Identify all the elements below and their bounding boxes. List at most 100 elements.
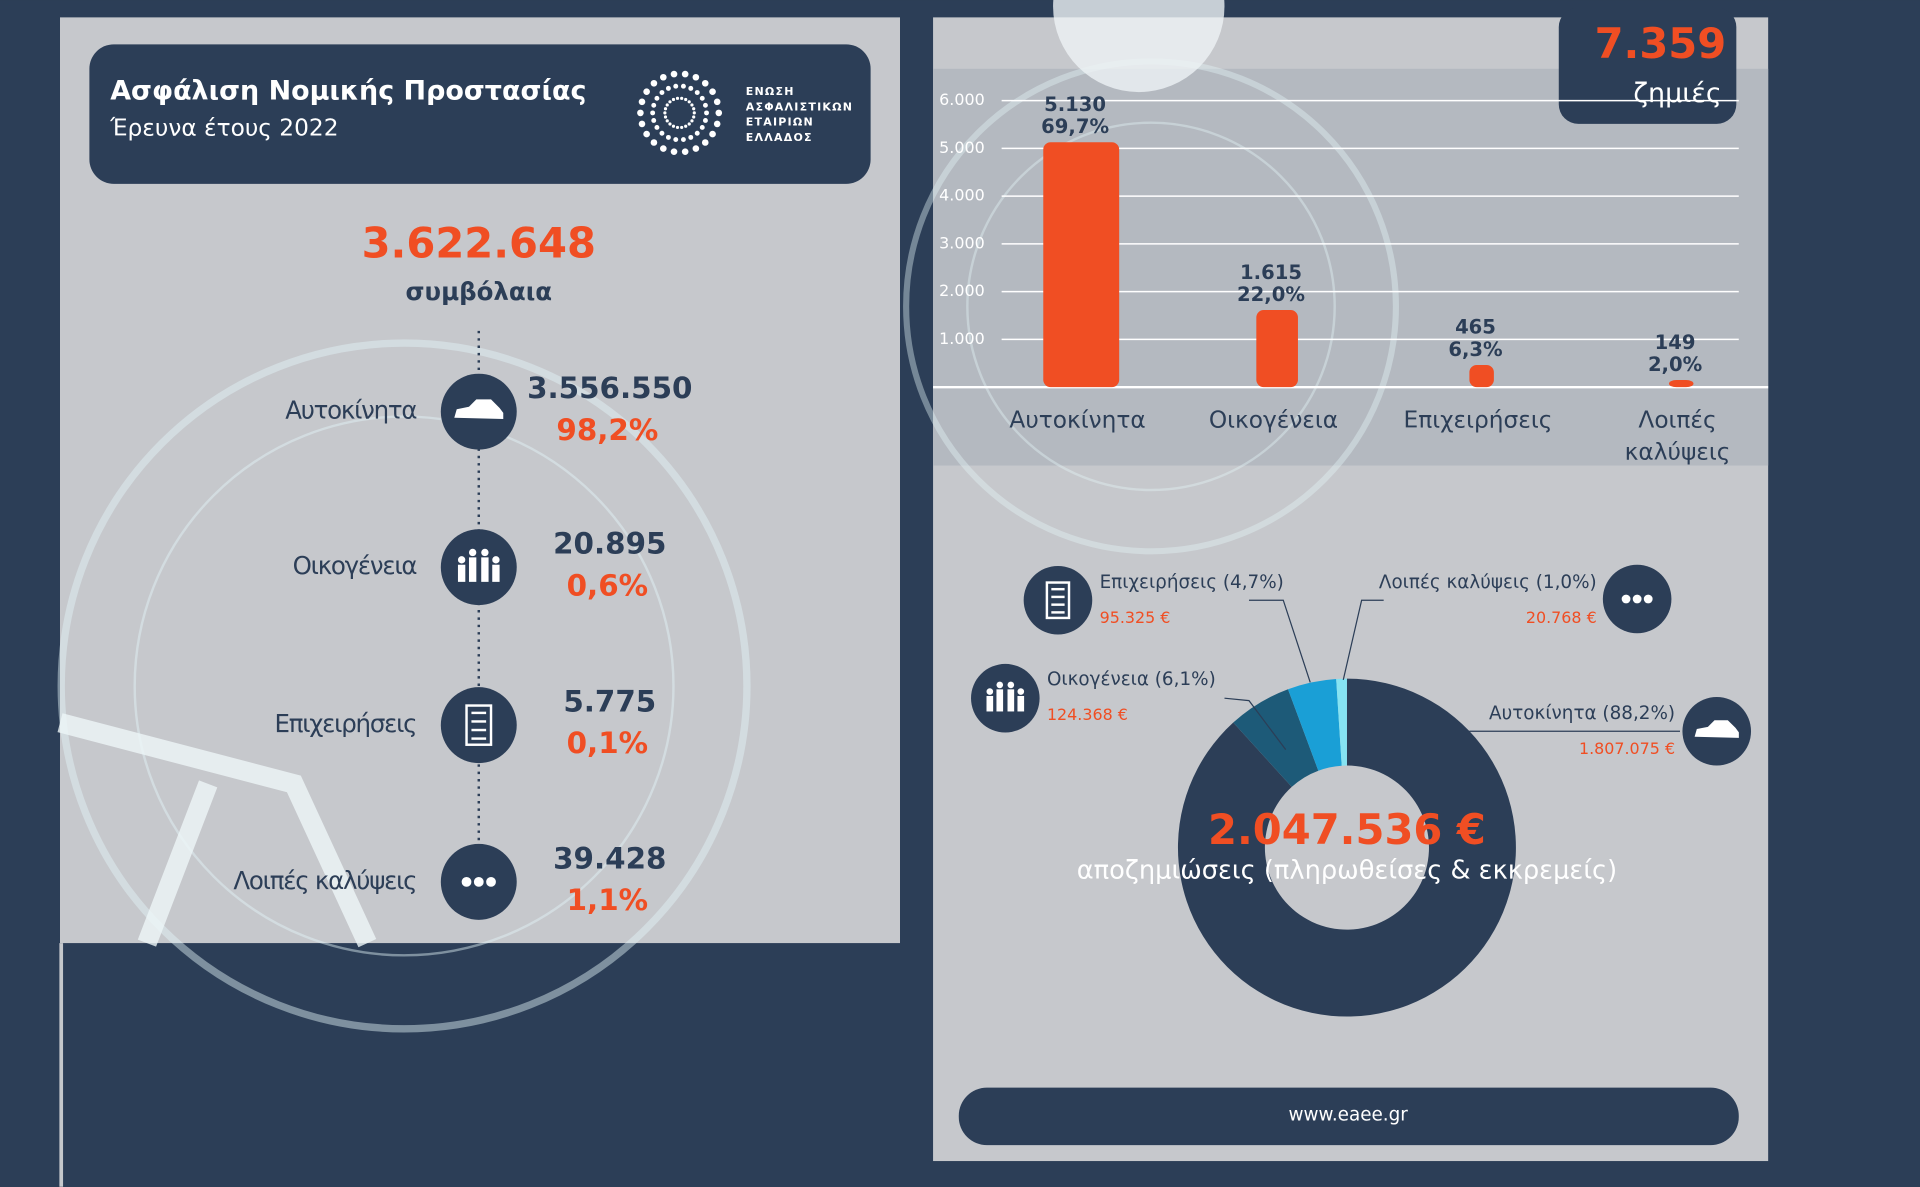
logo-dot	[680, 137, 686, 143]
icon	[1023, 565, 1093, 635]
logo-dot	[670, 70, 678, 78]
dot-icon	[461, 876, 472, 887]
logo-dot	[675, 96, 680, 100]
donut-slice	[1233, 689, 1319, 787]
logo-dot	[699, 95, 705, 101]
logo-dot	[665, 85, 671, 91]
logo-dot	[684, 97, 688, 102]
dot-icon	[473, 876, 484, 887]
icon	[440, 687, 517, 764]
person-head	[986, 688, 994, 695]
person-head	[1017, 688, 1025, 695]
claims-caption: ζημιές	[1633, 78, 1721, 109]
logo-dot	[702, 118, 708, 123]
person-head	[481, 548, 489, 557]
subtitle: Έρευνα έτους 2022	[109, 114, 338, 141]
logo-dot	[654, 95, 660, 101]
decoration	[57, 339, 751, 1033]
logo-dot	[681, 148, 689, 155]
item-value: 39.428	[553, 841, 666, 875]
logo-dot	[668, 122, 672, 126]
dot-icon	[1643, 594, 1653, 604]
logo-dot	[688, 85, 694, 91]
logo-dot	[665, 134, 671, 140]
logo-dot	[643, 130, 650, 138]
logo-dot	[680, 83, 686, 89]
logo-dot	[673, 137, 679, 143]
icon	[440, 843, 517, 920]
logo-dot	[637, 109, 644, 117]
icon	[1602, 564, 1672, 634]
logo-dot	[651, 118, 657, 123]
building-icon	[465, 704, 493, 746]
logo-dot	[688, 134, 694, 140]
logo-dot	[701, 79, 709, 87]
x-tick-label: Λοιπές καλύψεις	[1624, 406, 1731, 466]
x-tick-label: Επιχειρήσεις	[1403, 406, 1553, 434]
y-tick-label: 4.000	[939, 186, 985, 205]
logo-dot	[704, 110, 709, 116]
logo-dot	[665, 119, 669, 123]
logo-dot	[665, 103, 669, 107]
dot-icon	[486, 876, 496, 887]
item-value: 5.775	[563, 685, 656, 719]
logo-text: ΑΣΦΑΛΙΣΤΙΚΩΝ	[746, 100, 854, 113]
logo-dot	[692, 115, 696, 119]
logo-dot	[684, 124, 688, 128]
x-tick-label: Αυτοκίνητα	[1009, 406, 1146, 434]
logo-dot	[671, 97, 676, 102]
person-icon	[1007, 689, 1015, 712]
logo-dot	[681, 70, 689, 78]
logo-dot	[668, 100, 672, 104]
slice-value: 1.807.075 €	[1579, 739, 1675, 758]
logo-dot	[709, 88, 716, 96]
logo-dot	[663, 115, 668, 119]
y-tick-label: 1.000	[939, 329, 985, 348]
logo-dot	[713, 98, 721, 106]
car-icon	[454, 399, 504, 420]
y-tick-label: 3.000	[939, 233, 985, 252]
logo-dot	[680, 125, 684, 130]
leader-line	[1342, 599, 1384, 680]
logo-dot	[659, 130, 665, 136]
item-share: 98,2%	[556, 413, 658, 447]
logo-dot	[690, 103, 694, 107]
slice-name: Επιχειρήσεις (4,7%)	[1100, 572, 1284, 593]
logo-dot	[699, 125, 705, 130]
share-label: 2,0%	[1648, 353, 1702, 376]
person-icon	[481, 557, 489, 582]
leader-line	[1224, 697, 1287, 750]
contracts-total: 3.622.648	[362, 218, 596, 267]
person-icon	[457, 564, 466, 582]
item-share: 0,1%	[567, 726, 648, 760]
logo-text: ΕΝΩΣΗ	[746, 85, 795, 98]
logo: ΕΝΩΣΗ ΑΣΦΑΛΙΣΤΙΚΩΝ ΕΤΑΙΡΙΩΝ ΕΛΛΑΔΟΣ	[637, 70, 854, 155]
x-label-box: Επιχειρήσεις	[1403, 406, 1553, 434]
logo-dot	[692, 111, 696, 115]
logo-dot	[650, 79, 658, 87]
slice-value: 95.325 €	[1100, 608, 1171, 627]
decoration	[903, 0, 1399, 555]
person-head	[468, 548, 477, 557]
logo-dot	[715, 109, 723, 117]
icon-circle	[440, 529, 517, 606]
slice-value: 124.368 €	[1047, 705, 1128, 724]
logo-dot	[690, 119, 694, 123]
leader-line	[1248, 599, 1311, 683]
person-icon	[468, 557, 477, 582]
value-label: 465	[1455, 316, 1496, 339]
y-tick-label: 2.000	[939, 281, 985, 300]
logo-dot	[701, 139, 709, 146]
logo-dot	[651, 102, 657, 108]
slice-name: Λοιπές καλύψεις (1,0%)	[1379, 572, 1597, 593]
logo-dot	[638, 98, 646, 106]
person-icon	[996, 689, 1004, 712]
logo-dot	[638, 120, 646, 128]
icon-circle	[440, 687, 517, 764]
share-label: 22,0%	[1237, 283, 1305, 306]
icon	[971, 663, 1040, 733]
share-label: 6,3%	[1448, 338, 1502, 361]
person-head	[1007, 681, 1015, 689]
donut-slice	[1177, 678, 1516, 1017]
